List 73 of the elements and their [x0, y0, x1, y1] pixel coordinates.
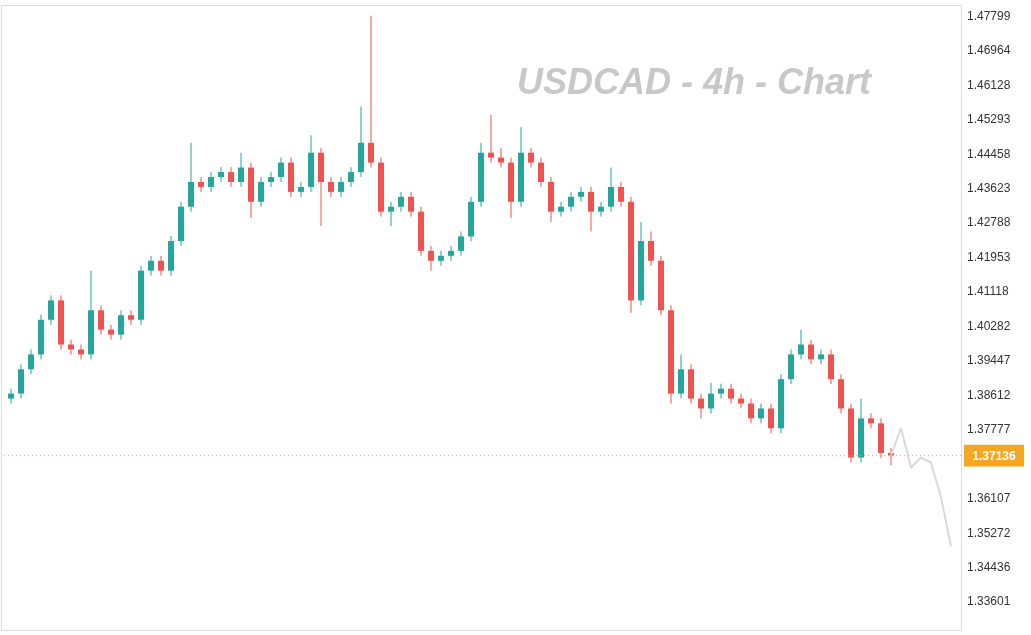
candlestick — [698, 393, 704, 419]
candlestick — [208, 171, 214, 193]
candlestick — [48, 294, 54, 326]
candlestick — [588, 186, 594, 232]
candlestick — [808, 339, 814, 365]
candlestick — [448, 245, 454, 262]
candlestick — [738, 393, 744, 409]
candlestick — [598, 201, 604, 218]
y-tick-label: 1.35272 — [967, 525, 1011, 540]
candlestick — [718, 383, 724, 400]
candlestick — [368, 15, 374, 169]
candlestick — [398, 191, 404, 213]
candlestick — [328, 176, 334, 198]
candlestick — [528, 147, 534, 169]
candlestick — [608, 167, 614, 213]
candlestick — [538, 157, 544, 188]
candlestick — [558, 201, 564, 218]
candlestick — [708, 382, 714, 414]
candlestick — [648, 230, 654, 267]
candlestick — [98, 304, 104, 336]
candlestick — [108, 324, 114, 341]
candlestick — [768, 403, 774, 434]
candlestick — [798, 329, 804, 360]
candlestick — [258, 176, 264, 208]
candlestick — [868, 412, 874, 429]
y-tick-label: 1.46964 — [967, 43, 1011, 58]
y-tick-label: 1.33601 — [967, 594, 1011, 609]
candlestick — [268, 171, 274, 188]
candlestick — [118, 309, 124, 341]
line-series — [890, 427, 952, 548]
ref-line-label: 1.37136 — [972, 448, 1017, 463]
y-tick-label: 1.41953 — [967, 249, 1011, 264]
candlestick — [348, 166, 354, 188]
candlestick — [128, 309, 134, 326]
candlestick — [148, 255, 154, 277]
candlestick — [758, 403, 764, 424]
y-tick-label: 1.36107 — [967, 491, 1011, 506]
candlestick — [748, 398, 754, 424]
candlestick — [218, 166, 224, 183]
candlestick — [458, 230, 464, 257]
candlestick — [388, 201, 394, 227]
candlestick — [568, 191, 574, 213]
candlestick — [618, 181, 624, 208]
y-tick-label: 1.44458 — [967, 146, 1011, 161]
y-tick-label: 1.38612 — [967, 387, 1011, 402]
candlestick — [238, 152, 244, 188]
candlestick — [28, 348, 34, 375]
y-tick-label: 1.42788 — [967, 215, 1011, 230]
candlestick — [298, 181, 304, 198]
y-tick-label: 1.45293 — [967, 112, 1011, 127]
candlestick — [278, 157, 284, 183]
y-tick-label: 1.40282 — [967, 318, 1011, 333]
candlestick — [8, 388, 14, 405]
candlestick — [158, 255, 164, 277]
candlestick — [228, 166, 234, 188]
y-tick-label: 1.41118 — [967, 284, 1009, 299]
y-tick-label: 1.43623 — [967, 181, 1011, 196]
candlestick — [198, 176, 204, 193]
y-tick-label: 1.47799 — [967, 8, 1011, 23]
y-tick-label: 1.37777 — [967, 422, 1011, 437]
y-tick-label: 1.39447 — [967, 353, 1011, 368]
candlestick — [818, 348, 824, 365]
candlestick — [78, 344, 84, 360]
candlestick — [408, 191, 414, 218]
candlestick — [428, 245, 434, 272]
candlestick — [578, 186, 584, 203]
candlestick — [498, 147, 504, 169]
y-tick-label: 1.46128 — [967, 77, 1011, 92]
candlestick — [338, 176, 344, 198]
candlestick — [438, 250, 444, 267]
y-tick-label: 1.34436 — [967, 560, 1011, 575]
candlestick — [728, 383, 734, 405]
candlestick — [488, 114, 494, 164]
